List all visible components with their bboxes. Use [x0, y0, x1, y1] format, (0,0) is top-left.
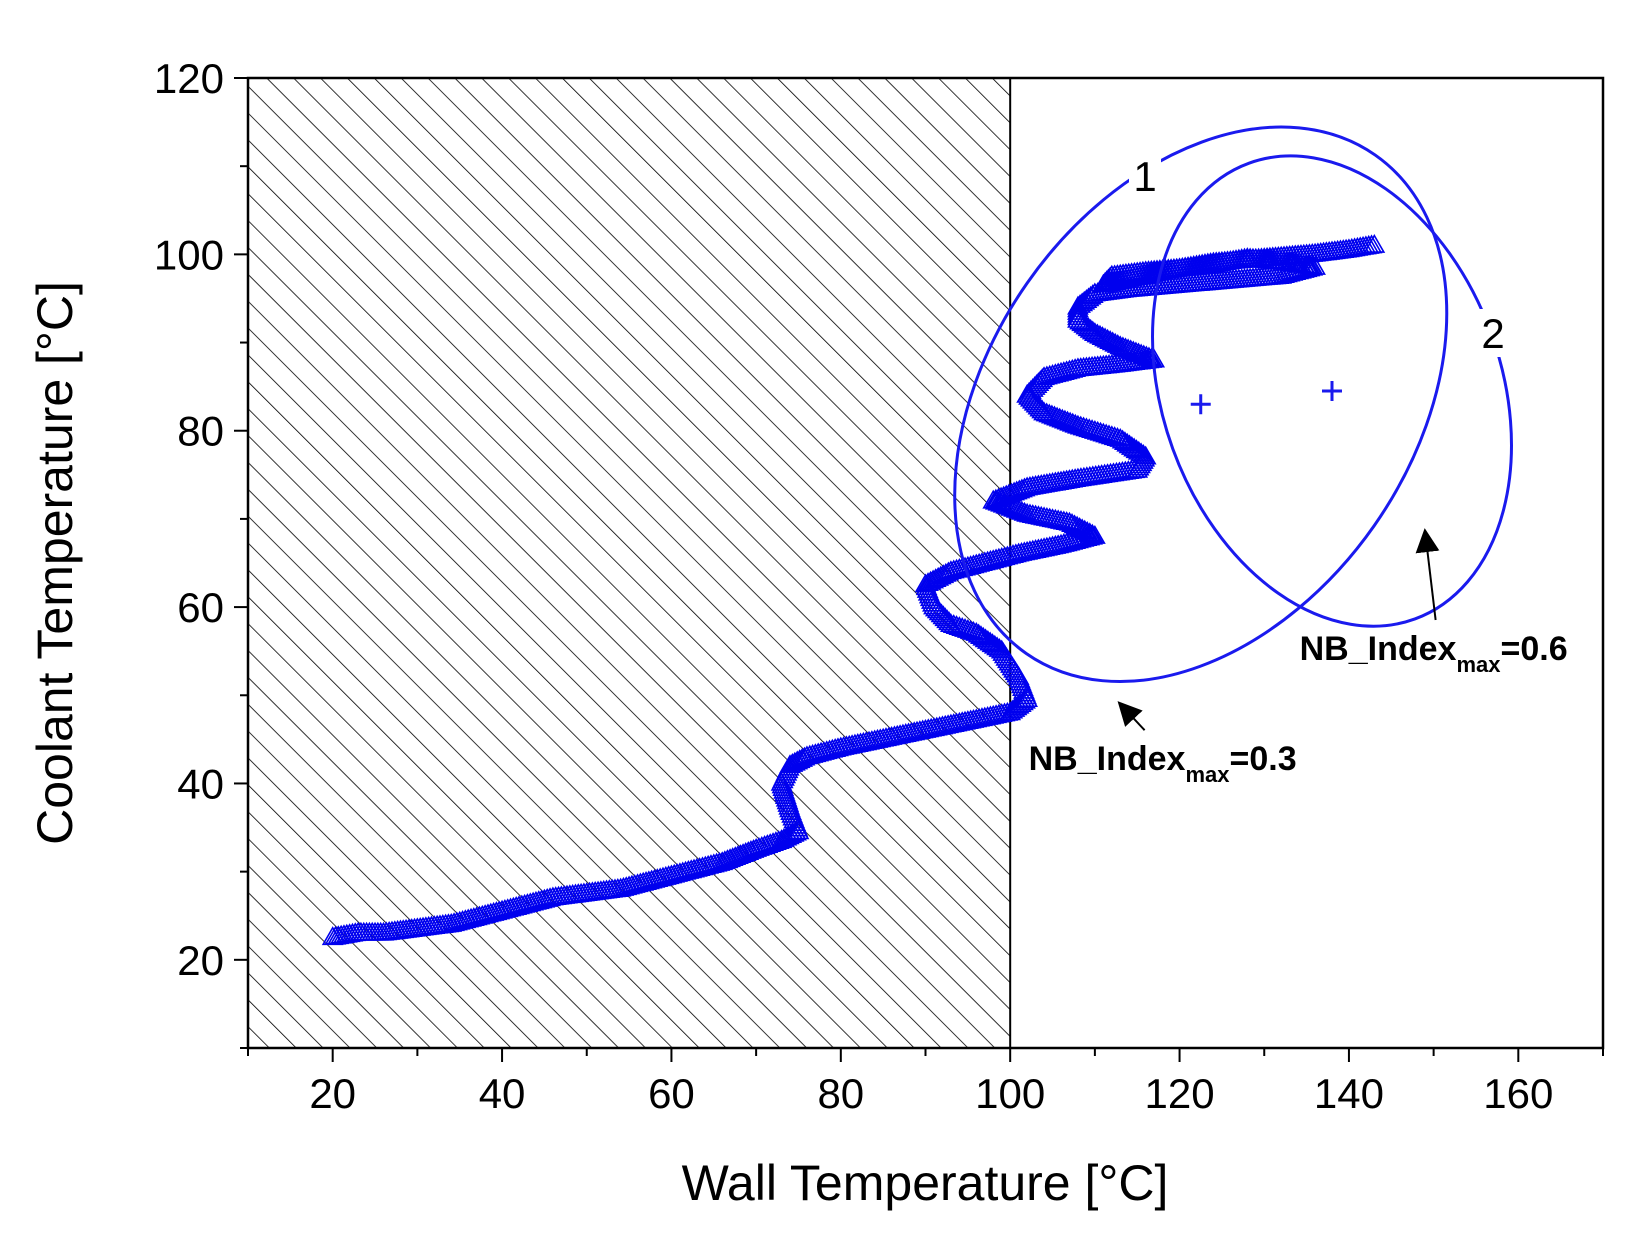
- y-tick-label: 80: [177, 408, 224, 455]
- data-point-marker: [1063, 514, 1086, 534]
- data-point-marker: [1111, 429, 1134, 449]
- annotations: NB_Indexmax=0.3 NB_Indexmax=0.6: [1029, 528, 1568, 787]
- x-axis-title: Wall Temperature [°C]: [682, 1155, 1169, 1211]
- hatched-region: [248, 78, 1011, 1048]
- data-point-marker: [780, 824, 803, 844]
- ellipse-center-marker: [1322, 381, 1342, 402]
- y-axis-title: Coolant Temperature [°C]: [27, 281, 83, 845]
- x-tick-label: 40: [479, 1070, 526, 1117]
- ellipse-label-backing: [1129, 152, 1161, 200]
- x-tick-label: 140: [1314, 1070, 1384, 1117]
- data-point-marker: [785, 821, 807, 841]
- ellipse-label-backing: [1477, 309, 1509, 357]
- y-tick-label: 40: [177, 760, 224, 807]
- ellipse-layer: 12: [953, 125, 1513, 683]
- y-tick-label: 120: [154, 55, 224, 102]
- ellipse-center-marker: [1190, 394, 1211, 415]
- data-point-marker: [1363, 233, 1386, 253]
- data-point-marker: [1014, 689, 1036, 709]
- x-tick-label: 20: [309, 1070, 356, 1117]
- x-tick-label: 100: [975, 1070, 1045, 1117]
- nb-index-annotation: NB_Indexmax=0.6: [1300, 630, 1568, 677]
- x-tick-label: 120: [1145, 1070, 1215, 1117]
- ellipse-label-1: 1: [1133, 153, 1156, 200]
- annotation-arrow: [1415, 528, 1440, 621]
- y-tick-label: 100: [154, 231, 224, 278]
- y-tick-label: 20: [177, 937, 224, 984]
- nb-index-annotation: NB_Indexmax=0.3: [1029, 740, 1297, 787]
- x-tick-label: 60: [648, 1070, 695, 1117]
- data-point-marker: [934, 562, 957, 582]
- y-axis-ticks: 20 40 60 80 100 120: [154, 55, 248, 1049]
- annotation-arrow: [1117, 701, 1146, 731]
- data-point-marker: [1075, 315, 1098, 335]
- data-point-marker: [740, 840, 762, 859]
- data-point-marker: [775, 826, 798, 846]
- ellipse-label-2: 2: [1481, 310, 1504, 357]
- data-point-marker: [791, 747, 813, 767]
- data-point-marker: [737, 841, 760, 860]
- data-marks: [321, 233, 1386, 946]
- x-axis-ticks: 20 40 60 80 100 120 140 160: [247, 1048, 1604, 1117]
- y-tick-label: 60: [177, 584, 224, 631]
- data-point-marker: [1005, 480, 1028, 500]
- data-point-marker: [783, 751, 806, 771]
- x-tick-label: 160: [1483, 1070, 1553, 1117]
- data-point-marker: [1007, 694, 1030, 714]
- confidence-ellipse-1: [953, 125, 1449, 683]
- x-tick-label: 80: [817, 1070, 864, 1117]
